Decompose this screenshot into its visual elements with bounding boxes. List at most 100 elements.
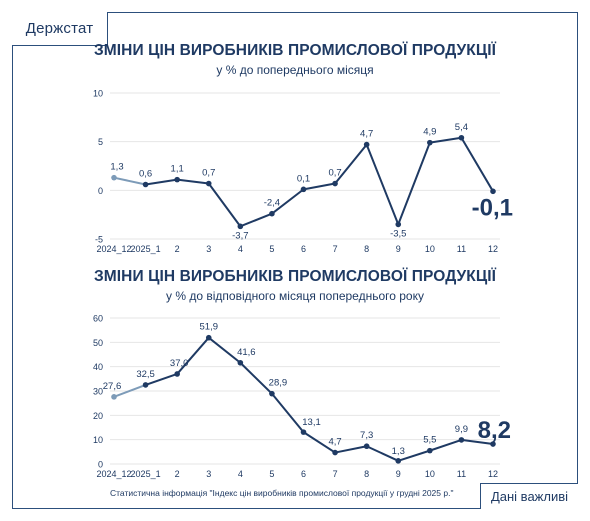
chart2-data-label: 37,0 — [170, 358, 189, 369]
chart2-prev-year-segment — [113, 383, 146, 398]
chart2-ytick-label: 60 — [93, 314, 103, 324]
chart1-ytick-label: 5 — [98, 137, 103, 147]
chart1-xtick-label: 10 — [425, 244, 435, 254]
chart1-data-label: 0,7 — [202, 168, 215, 179]
chart2-data-label: 4,7 — [328, 437, 341, 448]
chart2-data-point — [395, 458, 402, 464]
chart2-data-point — [458, 437, 465, 443]
chart2-data-point — [490, 441, 496, 447]
chart1-data-label: -3,5 — [390, 228, 406, 239]
chart2-data-label: 5,5 — [423, 435, 436, 446]
chart2-data-point — [205, 334, 212, 341]
chart2-data-label: 9,9 — [455, 424, 468, 435]
chart2-xtick-label: 9 — [396, 469, 401, 479]
chart2-data-point — [363, 443, 370, 450]
chart2-data-label: 41,6 — [237, 347, 256, 358]
chart2-xtick-label: 5 — [269, 469, 274, 479]
chart2-data-point — [237, 359, 244, 366]
chart1-data-label: 4,7 — [360, 129, 373, 140]
chart2-xtick-label: 4 — [238, 469, 243, 479]
chart1-data-point — [490, 188, 496, 195]
chart1-ytick-label: -5 — [95, 235, 103, 245]
chart1-xtick-label: 8 — [364, 244, 369, 254]
chart1-xtick-label: 9 — [396, 244, 401, 254]
chart2-xtick-label: 12 — [488, 469, 498, 479]
chart2-data-point — [142, 382, 149, 388]
chart2-xtick-label: 6 — [301, 469, 306, 479]
chart2-data-label: 28,9 — [269, 378, 288, 389]
footnote: Статистична інформація "Індекс цін вироб… — [110, 488, 454, 498]
chart2-ytick-label: 40 — [93, 362, 103, 372]
chart1-xtick-label: 2024_12 — [96, 244, 131, 254]
chart1-data-label: 0,6 — [139, 168, 152, 179]
chart1-data-point — [458, 134, 465, 141]
data-important-button[interactable]: Дані важливі — [480, 483, 578, 509]
chart2-xtick-label: 3 — [206, 469, 211, 479]
chart1-title: ЗМІНИ ЦІН ВИРОБНИКІВ ПРОМИСЛОВОЇ ПРОДУКЦ… — [93, 42, 497, 59]
chart1-data-point — [237, 223, 244, 230]
chart1-data-point — [205, 180, 212, 187]
chart1-data-point — [332, 180, 338, 187]
chart2-data-label: 1,3 — [392, 446, 405, 457]
chart1-ytick-label: 10 — [93, 89, 103, 99]
chart2-data-label: 13,1 — [302, 417, 321, 428]
chart1-data-point — [363, 141, 370, 148]
chart1-data-label: 1,1 — [171, 164, 184, 175]
chart2-data-label: 7,3 — [360, 430, 373, 441]
chart2-xtick-label: 10 — [425, 469, 435, 479]
chart1-xtick-label: 2 — [175, 244, 180, 254]
chart1-data-label: -2,4 — [264, 198, 280, 209]
chart1-xtick-label: 12 — [488, 244, 498, 254]
chart1-data-point — [142, 181, 149, 188]
chart2-xtick-label: 2024_12 — [96, 469, 131, 479]
chart1-xtick-label: 4 — [238, 244, 243, 254]
chart1-data-label: 0,1 — [297, 173, 310, 184]
chart1-data-point — [395, 221, 402, 228]
chart2-xtick-label: 11 — [457, 469, 466, 479]
chart1-data-label: -3,7 — [232, 230, 248, 241]
chart1-subtitle: у % до попереднього місяця — [216, 63, 374, 77]
chart2-xtick-label: 7 — [333, 469, 338, 479]
chart2-ytick-label: 10 — [93, 435, 103, 445]
chart1-data-point — [111, 174, 117, 181]
chart1-data-point — [300, 186, 307, 193]
chart1-xtick-label: 2025_1 — [131, 244, 161, 254]
chart2-data-point — [427, 447, 433, 454]
chart2-last-value-label: 8,2 — [478, 417, 511, 444]
chart1-xtick-label: 6 — [301, 244, 306, 254]
chart2-data-label: 32,5 — [136, 369, 155, 380]
chart2-data-point — [111, 394, 117, 400]
chart2-data-point — [269, 390, 275, 397]
chart1-data-point — [269, 210, 275, 217]
chart1-data-point — [427, 139, 433, 146]
chart1-ytick-label: 0 — [98, 186, 103, 196]
chart1-data-point — [174, 176, 180, 183]
infographic-frame — [12, 12, 578, 509]
chart2-data-point — [174, 371, 180, 377]
chart2-series-line — [145, 336, 494, 462]
chart2-title: ЗМІНИ ЦІН ВИРОБНИКІВ ПРОМИСЛОВОЇ ПРОДУКЦ… — [93, 268, 497, 285]
chart2-data-point — [300, 429, 307, 435]
chart2-xtick-label: 2 — [175, 469, 180, 479]
chart1-xtick-label: 3 — [206, 244, 211, 254]
chart2-ytick-label: 20 — [93, 411, 103, 421]
chart2-ytick-label: 0 — [98, 460, 103, 470]
chart1-xtick-label: 5 — [269, 244, 274, 254]
chart2-data-point — [332, 449, 338, 456]
chart2-xtick-label: 2025_1 — [131, 469, 161, 479]
chart1-xtick-label: 11 — [457, 244, 466, 254]
chart2-ytick-label: 50 — [93, 338, 103, 348]
chart1-series-line — [145, 136, 494, 228]
chart1-data-label: 4,9 — [423, 127, 436, 138]
chart2-subtitle: у % до відповідного місяця попереднього … — [166, 289, 424, 303]
chart2-data-label: 27,6 — [103, 381, 122, 392]
chart1-xtick-label: 7 — [333, 244, 338, 254]
chart2-ytick-label: 30 — [93, 387, 103, 397]
chart2-xtick-label: 8 — [364, 469, 369, 479]
chart1-last-value-label: -0,1 — [472, 194, 513, 221]
chart1-data-label: 1,3 — [110, 162, 123, 173]
chart2-data-label: 51,9 — [200, 322, 219, 333]
chart1-prev-year-segment — [113, 176, 146, 186]
